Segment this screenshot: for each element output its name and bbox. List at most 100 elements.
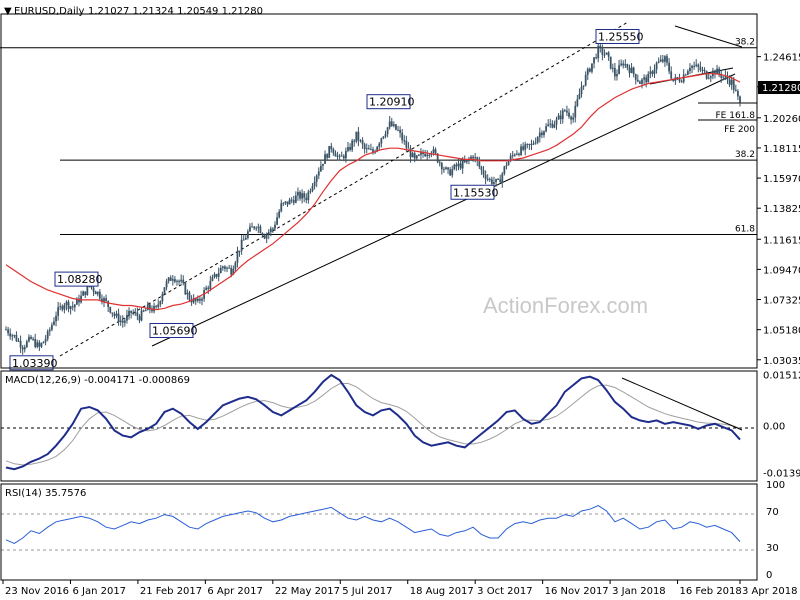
- candle-body: [290, 199, 293, 201]
- candle-body: [234, 262, 237, 269]
- macd-title: MACD(12,26,9) -0.004171 -0.000869: [5, 375, 190, 386]
- candle-body: [557, 115, 560, 120]
- candle-body: [680, 81, 683, 83]
- candle-body: [682, 74, 685, 82]
- candle-body: [184, 283, 187, 295]
- price-annotations: 1.25550 1.20910 1.15530 1.08280 1.05690 1.033…: [9, 29, 644, 371]
- candle-body: [570, 116, 572, 120]
- candle-body: [576, 99, 579, 106]
- candle-body: [115, 313, 118, 316]
- annotation-label: 1.03390: [12, 357, 58, 370]
- candle-body: [265, 234, 268, 239]
- date-axis-label: 6 Jan 2017: [72, 586, 126, 597]
- candle-body: [140, 310, 143, 321]
- candle-body: [42, 341, 45, 344]
- wedge-top-line: [674, 25, 743, 48]
- candle-body: [338, 155, 341, 157]
- candle-body: [103, 298, 105, 302]
- price-panel: 38.2 38.2 61.8 FE 161.8 FE 200 1.25550 1.2091…: [0, 13, 758, 371]
- candle-body: [718, 68, 721, 74]
- annotation-label: 1.05690: [152, 324, 198, 337]
- candle-body: [188, 292, 191, 301]
- candle-body: [689, 67, 691, 72]
- candle-body: [670, 71, 673, 79]
- channel-trendline: [59, 21, 629, 357]
- candle-body: [442, 169, 445, 171]
- candle-body: [192, 298, 195, 303]
- rising-trendline: [151, 73, 736, 347]
- candle-body: [211, 277, 214, 281]
- price-axis-label: 1.24615: [763, 53, 800, 64]
- candle-body: [438, 162, 441, 164]
- candle-body: [17, 340, 20, 342]
- candle-body: [311, 186, 314, 191]
- annotation-box: [450, 184, 495, 200]
- candle-body: [201, 298, 203, 301]
- candle-body: [445, 167, 447, 170]
- candle-body: [340, 155, 343, 157]
- candle-body: [545, 126, 547, 132]
- candle-body: [359, 140, 362, 142]
- candle-body: [292, 200, 295, 203]
- candle-body: [378, 143, 381, 147]
- date-axis-label: 16 Feb 2018: [680, 586, 742, 597]
- candle-body: [299, 191, 301, 199]
- candle-body: [186, 292, 189, 295]
- candle-body: [257, 226, 260, 228]
- candle-body: [148, 304, 151, 310]
- candle-body: [138, 316, 141, 321]
- watermark: ActionForex.com: [483, 293, 648, 318]
- current-price-label: 1.21280: [762, 83, 800, 94]
- price-axis-label: 1.20260: [763, 114, 800, 125]
- candle-body: [365, 148, 368, 150]
- candle-body: [653, 69, 656, 74]
- candle-body: [69, 306, 72, 309]
- candle-body: [176, 280, 178, 282]
- candle-body: [57, 307, 60, 316]
- candle-body: [472, 156, 474, 159]
- candle-body: [246, 231, 249, 238]
- header-triangle-icon: ▼: [4, 6, 12, 17]
- price-axis-label: 1.07325: [763, 296, 800, 307]
- candle-body: [53, 321, 55, 325]
- candle-body: [409, 148, 412, 158]
- candle-body: [616, 73, 618, 77]
- candle-body: [382, 136, 385, 139]
- candle-body: [628, 67, 631, 73]
- candle-body: [319, 165, 322, 172]
- candle-body: [536, 137, 539, 143]
- candle-body: [269, 228, 272, 233]
- candle-body: [251, 226, 253, 228]
- candle-body: [528, 143, 531, 145]
- macd-line: [5, 373, 741, 471]
- candle-body: [326, 154, 329, 158]
- rsi-line: [5, 505, 741, 544]
- candle-body: [486, 178, 489, 180]
- candle-body: [563, 110, 566, 112]
- candle-body: [178, 280, 180, 282]
- candle-body: [361, 140, 364, 145]
- candle-body: [401, 132, 404, 141]
- candle-body: [603, 54, 606, 56]
- candle-body: [622, 63, 625, 66]
- candle-body: [297, 191, 299, 196]
- price-annotation: 1.20910: [366, 94, 415, 110]
- candle-body: [342, 155, 345, 159]
- date-axis-label: 21 Feb 2017: [140, 586, 202, 597]
- candle-body: [384, 134, 387, 137]
- candle-body: [84, 291, 87, 295]
- candle-body: [522, 146, 525, 150]
- candle-body: [553, 124, 556, 128]
- candle-body: [259, 226, 262, 234]
- candle-body: [403, 140, 406, 142]
- candle-body: [44, 338, 47, 342]
- candle-body: [599, 45, 602, 48]
- level-label: FE 200: [724, 125, 755, 135]
- candle-body: [645, 77, 648, 83]
- candle-body: [376, 146, 379, 152]
- candle-body: [555, 119, 558, 125]
- candle-body: [332, 149, 335, 154]
- candle-body: [274, 224, 276, 229]
- candle-body: [465, 159, 468, 163]
